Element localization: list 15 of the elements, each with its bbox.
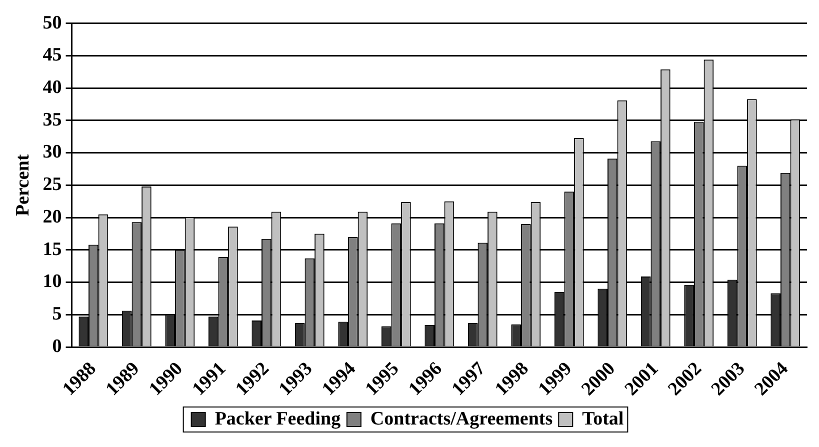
y-tick-label: 10 [42, 271, 62, 292]
y-tick-label: 0 [52, 336, 62, 357]
y-tick-label: 40 [42, 77, 62, 98]
y-tick-label: 5 [52, 304, 62, 325]
y-axis-title: Percent [12, 154, 34, 216]
y-tick-label: 25 [42, 174, 62, 196]
legend-label: Contracts/Agreements [370, 408, 553, 430]
y-tick-label: 45 [42, 44, 62, 66]
legend-label: Packer Feeding [214, 408, 342, 430]
y-tick-label: 50 [42, 12, 62, 34]
legend-label: Total [582, 408, 624, 430]
y-tick-label: 20 [42, 206, 62, 228]
y-tick-label: 35 [42, 109, 62, 130]
y-tick-label: 15 [42, 238, 62, 260]
y-tick-label: 30 [42, 142, 62, 163]
